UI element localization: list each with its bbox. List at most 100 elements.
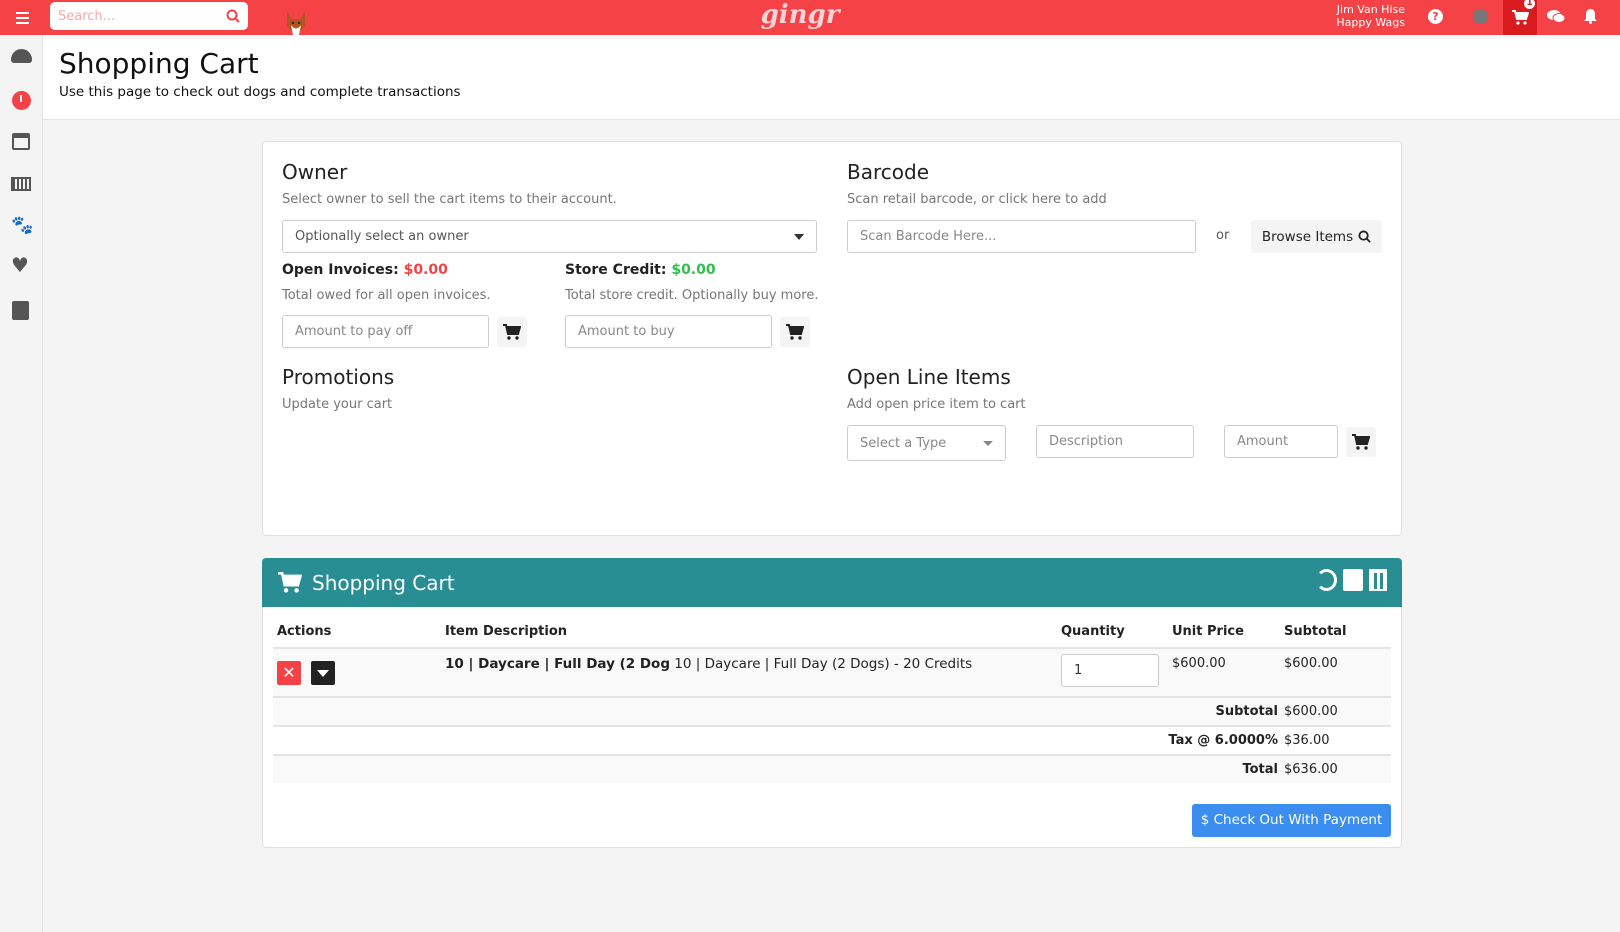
table-row: ✕ 10 | Daycare | Full Day (2 Dog 10 | Da… <box>273 647 1391 696</box>
type-select-value: Select a Type <box>860 435 947 451</box>
chevron-down-icon <box>794 233 804 240</box>
cart-actions <box>1316 569 1387 591</box>
type-select[interactable]: Select a Type <box>847 425 1006 461</box>
owner-select[interactable]: Optionally select an owner <box>282 220 817 253</box>
buy-credit-input[interactable]: Amount to buy <box>565 315 772 348</box>
sidebar-item-clock[interactable] <box>12 91 31 110</box>
total-row: Total $636.00 <box>273 754 1391 783</box>
top-bar: Search... gingr Jim Van Hise Happy Wags … <box>0 0 1620 35</box>
chevron-down-icon <box>983 440 993 446</box>
search-icon <box>1358 230 1371 243</box>
refresh-icon[interactable] <box>1316 569 1337 591</box>
store-credit: Store Credit: $0.00 <box>565 262 716 278</box>
open-invoices-label: Open Invoices: <box>282 262 399 278</box>
print-icon[interactable] <box>1343 569 1363 591</box>
store-credit-label: Store Credit: <box>565 262 667 278</box>
trash-icon[interactable] <box>1369 569 1387 591</box>
total-label: Total <box>1242 762 1278 777</box>
open-line-items-desc: Add open price item to cart <box>847 397 1026 412</box>
search-placeholder: Search... <box>58 8 116 24</box>
browse-items-label: Browse Items <box>1261 228 1354 245</box>
promotions-title: Promotions <box>282 365 395 389</box>
sidebar-item-heart[interactable]: ♥ <box>11 253 29 277</box>
cart-plus-icon <box>503 324 521 340</box>
owner-title: Owner <box>282 160 348 184</box>
clock-icon <box>20 95 22 102</box>
store-credit-value: $0.00 <box>671 262 716 278</box>
user-info[interactable]: Jim Van Hise Happy Wags <box>1336 3 1405 29</box>
user-name: Jim Van Hise <box>1336 3 1405 16</box>
item-name: 10 | Daycare | Full Day (2 Dogs) - 20 Cr… <box>674 656 973 672</box>
checkout-button[interactable]: $ Check Out With Payment <box>1192 804 1391 837</box>
cart-icon <box>1511 10 1529 25</box>
subtotal-row: Subtotal $600.00 <box>273 696 1391 725</box>
col-quantity: Quantity <box>1061 624 1125 639</box>
location-name: Happy Wags <box>1336 16 1405 29</box>
expand-item-button[interactable] <box>311 661 335 685</box>
remove-item-button[interactable]: ✕ <box>277 661 301 685</box>
quantity-value: 1 <box>1074 663 1083 678</box>
dog-mascot-icon <box>287 12 305 35</box>
status-dot-icon[interactable] <box>1473 9 1488 24</box>
sidebar-item-barcode[interactable] <box>11 177 31 191</box>
buy-credit-cart-button[interactable] <box>780 317 810 347</box>
item-name-bold: 10 | Daycare | Full Day (2 Dog <box>445 656 670 672</box>
page-subtitle: Use this page to check out dogs and comp… <box>59 84 461 100</box>
col-subtotal: Subtotal <box>1284 624 1347 639</box>
sidebar-item-calendar[interactable] <box>12 133 30 150</box>
owner-select-value: Optionally select an owner <box>295 229 469 244</box>
cart-plus-icon <box>786 324 804 340</box>
barcode-desc[interactable]: Scan retail barcode, or click here to ad… <box>847 192 1107 207</box>
item-description: 10 | Daycare | Full Day (2 Dog 10 | Dayc… <box>445 656 972 672</box>
open-invoices-value: $0.00 <box>403 262 448 278</box>
help-icon[interactable]: ? <box>1428 9 1443 24</box>
subtotal-value: $600.00 <box>1284 704 1338 719</box>
tax-row: Tax @ 6.0000% $36.00 <box>273 725 1391 754</box>
pay-off-cart-button[interactable] <box>497 317 527 347</box>
page-header: Shopping Cart Use this page to check out… <box>43 35 1620 120</box>
subtotal-label: Subtotal <box>1215 704 1278 719</box>
barcode-input[interactable]: Scan Barcode Here... <box>847 220 1196 253</box>
or-label: or <box>1216 228 1230 243</box>
open-line-items-title: Open Line Items <box>847 365 1011 389</box>
row-subtotal: $600.00 <box>1284 656 1338 671</box>
browse-items-button[interactable]: Browse Items <box>1251 220 1382 253</box>
cart-button[interactable]: 1 <box>1503 0 1537 35</box>
barcode-title: Barcode <box>847 160 929 184</box>
open-line-cart-button[interactable] <box>1346 427 1376 457</box>
col-unit-price: Unit Price <box>1172 624 1244 639</box>
amount-placeholder: Amount <box>1237 434 1289 449</box>
cart-count-badge: 1 <box>1524 0 1535 9</box>
search-icon[interactable] <box>226 9 240 23</box>
unit-price: $600.00 <box>1172 656 1226 671</box>
pay-off-input[interactable]: Amount to pay off <box>282 315 489 348</box>
description-placeholder: Description <box>1049 434 1124 449</box>
promotions-desc: Update your cart <box>282 397 393 412</box>
cart-plus-icon <box>1352 434 1370 450</box>
menu-button[interactable] <box>6 4 38 31</box>
open-invoices: Open Invoices: $0.00 <box>282 262 448 278</box>
buy-credit-placeholder: Amount to buy <box>578 324 675 339</box>
description-input[interactable]: Description <box>1036 425 1194 458</box>
store-credit-desc: Total store credit. Optionally buy more. <box>565 288 819 303</box>
tax-value: $36.00 <box>1284 733 1330 748</box>
cart-title: Shopping Cart <box>312 570 455 595</box>
logo[interactable]: gingr <box>760 0 840 30</box>
open-invoices-desc: Total owed for all open invoices. <box>282 288 491 303</box>
cart-header: Shopping Cart <box>262 558 1402 607</box>
amount-input[interactable]: Amount <box>1224 425 1338 458</box>
sidebar-item-paw[interactable]: 🐾 <box>11 215 34 236</box>
owner-desc: Select owner to sell the cart items to t… <box>282 192 617 207</box>
quantity-input[interactable]: 1 <box>1061 654 1159 687</box>
sidebar: 🐾 ♥ <box>0 35 43 932</box>
chat-icon[interactable] <box>1547 9 1565 24</box>
sidebar-item-dashboard[interactable] <box>11 49 32 63</box>
col-item-description: Item Description <box>445 624 568 639</box>
bell-icon[interactable] <box>1584 8 1597 24</box>
col-actions: Actions <box>277 624 332 639</box>
tax-label: Tax @ 6.0000% <box>1168 733 1278 748</box>
total-value: $636.00 <box>1284 762 1338 777</box>
barcode-placeholder: Scan Barcode Here... <box>860 229 997 244</box>
search-input[interactable]: Search... <box>50 2 248 30</box>
sidebar-item-book[interactable] <box>12 301 29 320</box>
